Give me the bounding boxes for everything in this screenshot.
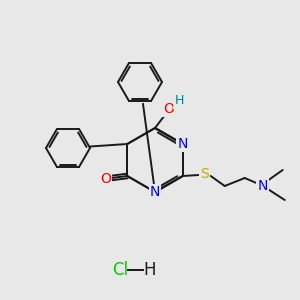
- Text: H: H: [174, 94, 184, 107]
- Text: N: N: [257, 179, 268, 193]
- Text: Cl: Cl: [112, 261, 128, 279]
- Text: O: O: [164, 102, 174, 116]
- Text: S: S: [200, 167, 209, 181]
- Text: N: N: [150, 185, 160, 199]
- Text: N: N: [178, 137, 188, 151]
- Text: O: O: [100, 172, 111, 186]
- Text: H: H: [144, 261, 156, 279]
